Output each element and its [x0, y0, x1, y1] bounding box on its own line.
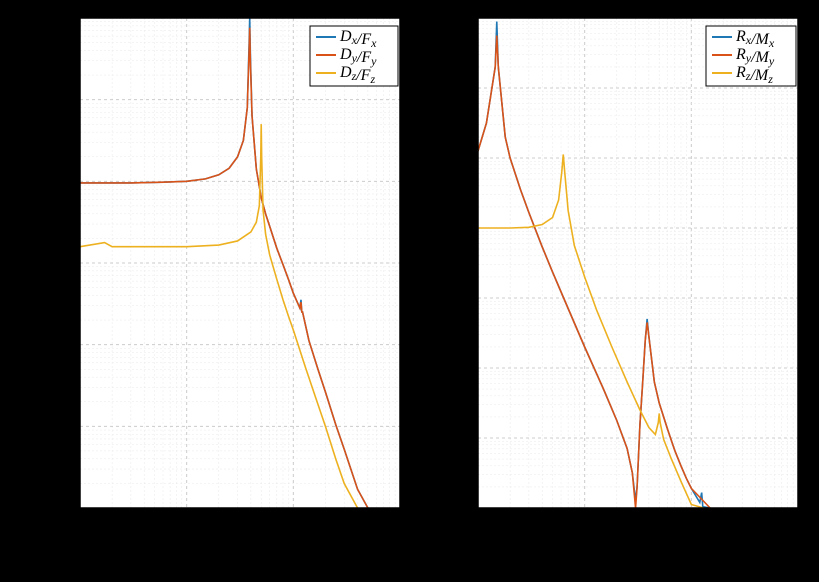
y-tick-label: 10-4 [46, 89, 71, 109]
y-tick-label: 10-6 [444, 497, 469, 517]
y-tick-label: 10-9 [46, 497, 71, 517]
y-tick-label: 10-5 [46, 170, 71, 190]
y-tick-label: 10-8 [46, 415, 71, 435]
y-axis-label: Amplitude [m/N] [11, 204, 30, 323]
y-tick-label: 10-6 [46, 252, 71, 272]
x-axis-label: Frequency [Hz] [186, 538, 293, 557]
y-tick-label: 10-2 [444, 217, 468, 237]
y-tick-label: 100 [448, 77, 469, 97]
plot-area [478, 18, 798, 508]
panel-caption: (a) Compliance — translations [148, 561, 333, 577]
y-tick-label: 10-5 [444, 427, 469, 447]
y-tick-label: 10-1 [444, 147, 468, 167]
y-axis-label: Amplitude [rad/(Nm)] [409, 187, 428, 339]
y-tick-label: 10-3 [444, 287, 469, 307]
x-tick-label: 103 [390, 514, 411, 534]
y-tick-label: 101 [448, 7, 469, 27]
figure: 100 101 102 103 10-9 10-8 10-7 10-6 10-5 10-4 10-3… [0, 0, 819, 582]
x-axis-label: Frequency [Hz] [584, 538, 691, 557]
panel-caption: (b) Compliance — rotations [554, 561, 723, 577]
x-tick-label: 101 [176, 514, 197, 534]
x-tick-label: 100 [468, 514, 489, 534]
x-tick-label: 102 [681, 514, 702, 534]
y-tick-label: 10-7 [46, 334, 71, 354]
x-tick-label: 101 [574, 514, 595, 534]
x-tick-label: 100 [70, 514, 91, 534]
x-tick-label: 103 [788, 514, 809, 534]
x-tick-label: 102 [283, 514, 304, 534]
y-tick-label: 10-4 [444, 357, 469, 377]
y-tick-label: 10-3 [46, 7, 71, 27]
